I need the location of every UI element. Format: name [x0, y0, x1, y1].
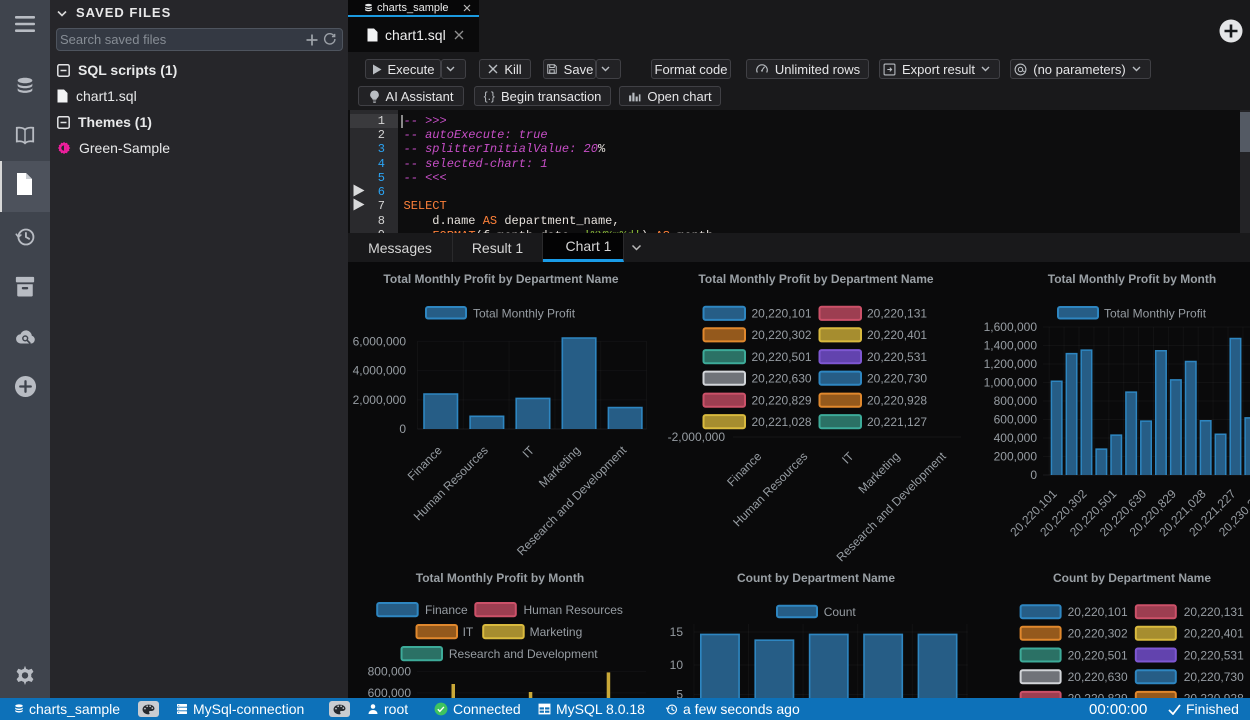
svg-text:5: 5 [676, 688, 683, 699]
svg-text:4,000,000: 4,000,000 [353, 364, 407, 378]
svg-text:1,000,000: 1,000,000 [984, 376, 1038, 390]
svg-text:Count by Department Name: Count by Department Name [1053, 571, 1211, 585]
svg-text:Marketing: Marketing [530, 625, 583, 639]
svg-text:1,600,000: 1,600,000 [984, 320, 1038, 334]
svg-text:20,220,101: 20,220,101 [752, 307, 812, 321]
svg-text:Total Monthly Profit by Month: Total Monthly Profit by Month [1048, 272, 1216, 286]
svg-text:20,220,829: 20,220,829 [752, 394, 812, 408]
svg-text:Total Monthly Profit by Depart: Total Monthly Profit by Department Name [698, 272, 933, 286]
svg-text:20,220,630: 20,220,630 [1068, 670, 1128, 684]
svg-text:IT: IT [463, 625, 474, 639]
svg-text:15: 15 [670, 625, 684, 639]
svg-text:Total Monthly Profit: Total Monthly Profit [1104, 307, 1207, 321]
svg-text:20,220,302: 20,220,302 [1068, 627, 1128, 641]
svg-text:6,000,000: 6,000,000 [353, 335, 407, 349]
svg-text:20,220,501: 20,220,501 [752, 350, 812, 364]
svg-text:20,221,127: 20,221,127 [867, 415, 927, 429]
svg-text:800,000: 800,000 [368, 665, 412, 679]
svg-text:20,220,531: 20,220,531 [867, 350, 927, 364]
svg-text:20,220,131: 20,220,131 [1184, 605, 1244, 619]
svg-text:600,000: 600,000 [368, 686, 412, 698]
svg-text:800,000: 800,000 [994, 394, 1038, 408]
svg-text:0: 0 [1030, 468, 1037, 482]
svg-text:Research and Development: Research and Development [449, 647, 598, 661]
svg-text:20,220,131: 20,220,131 [867, 307, 927, 321]
svg-text:200,000: 200,000 [994, 450, 1038, 464]
svg-text:IT: IT [839, 449, 857, 467]
svg-text:20,220,730: 20,220,730 [867, 372, 927, 386]
svg-text:Finance: Finance [724, 449, 764, 489]
svg-text:Finance: Finance [405, 443, 445, 483]
svg-text:20,220,101: 20,220,101 [1068, 605, 1128, 619]
svg-text:Total Monthly Profit by Month: Total Monthly Profit by Month [416, 571, 584, 585]
svg-text:1,400,000: 1,400,000 [984, 339, 1038, 353]
svg-text:Human Resources: Human Resources [524, 603, 623, 617]
svg-text:Marketing: Marketing [855, 449, 902, 496]
svg-text:-2,000,000: -2,000,000 [668, 430, 726, 444]
svg-text:Total Monthly Profit by Depart: Total Monthly Profit by Department Name [383, 272, 618, 286]
svg-text:Finance: Finance [425, 603, 468, 617]
svg-text:400,000: 400,000 [994, 431, 1038, 445]
svg-text:20,221,028: 20,221,028 [752, 415, 812, 429]
svg-text:600,000: 600,000 [994, 413, 1038, 427]
svg-text:20,220,928: 20,220,928 [867, 394, 927, 408]
svg-text:0: 0 [399, 422, 406, 436]
svg-text:Count by Department Name: Count by Department Name [737, 571, 895, 585]
svg-text:Total Monthly Profit: Total Monthly Profit [473, 307, 576, 321]
svg-text:Count: Count [824, 605, 857, 619]
svg-text:20,220,401: 20,220,401 [1184, 627, 1244, 641]
svg-text:20,220,730: 20,220,730 [1184, 670, 1244, 684]
svg-text:1,200,000: 1,200,000 [984, 357, 1038, 371]
svg-text:20,220,531: 20,220,531 [1184, 648, 1244, 662]
svg-text:20,220,630: 20,220,630 [752, 372, 812, 386]
svg-text:20,220,302: 20,220,302 [752, 328, 812, 342]
svg-text:Marketing: Marketing [536, 443, 583, 490]
svg-text:IT: IT [520, 443, 538, 461]
svg-text:10: 10 [670, 658, 684, 672]
svg-text:20,220,401: 20,220,401 [867, 328, 927, 342]
svg-text:20,220,501: 20,220,501 [1068, 648, 1128, 662]
svg-text:2,000,000: 2,000,000 [353, 393, 407, 407]
